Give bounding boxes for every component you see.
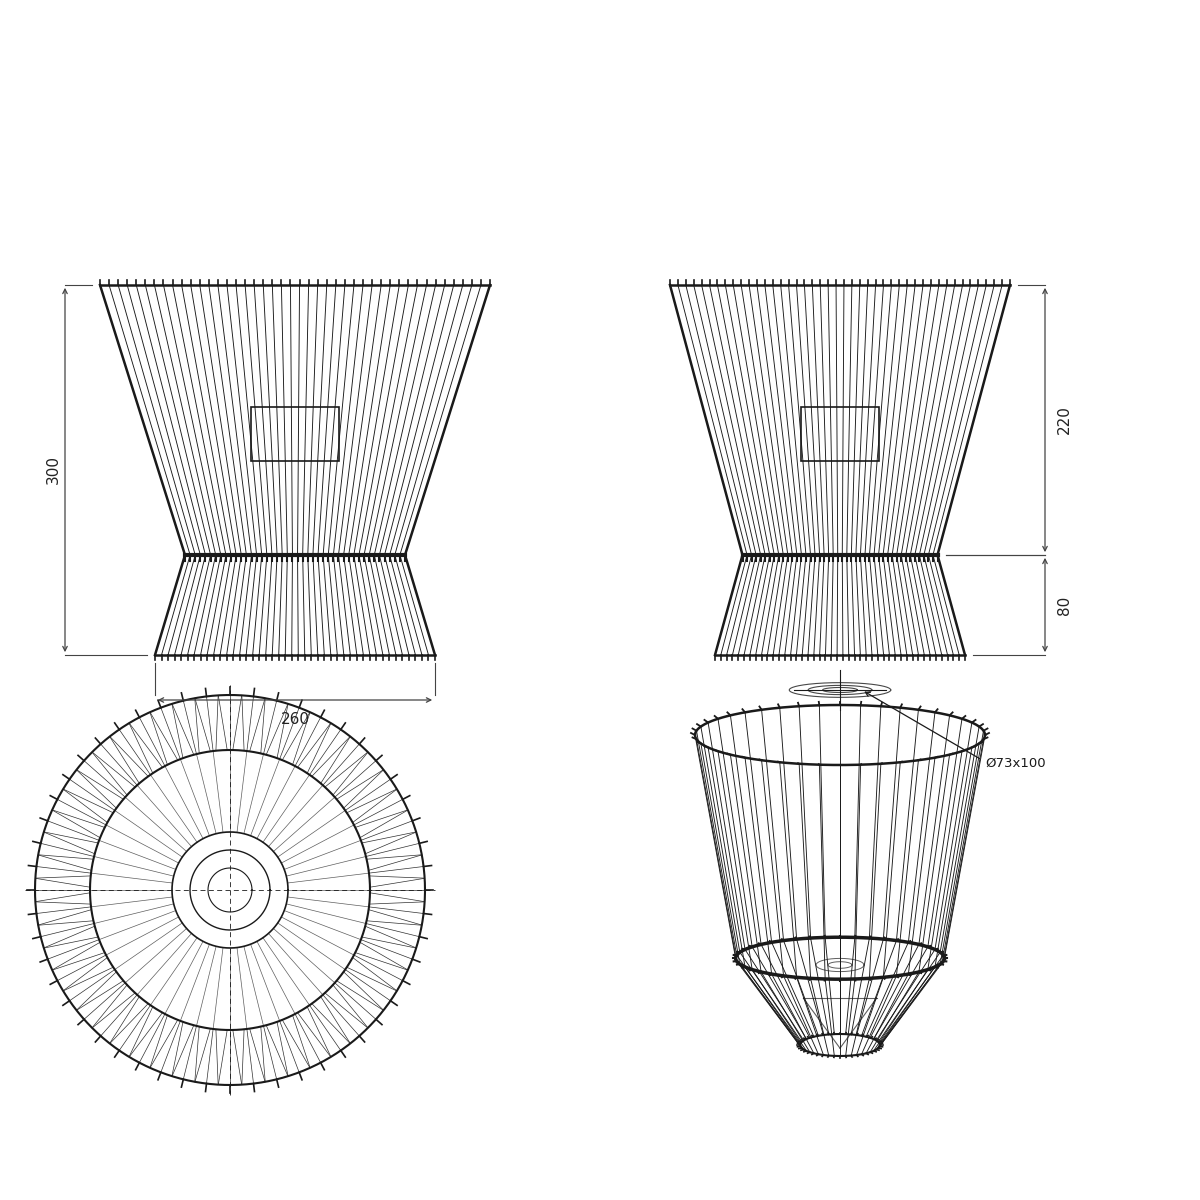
Bar <box>251 407 340 461</box>
Text: 220: 220 <box>1057 406 1072 434</box>
Bar <box>802 407 878 461</box>
Text: Ø73x100: Ø73x100 <box>985 756 1045 769</box>
Text: 300: 300 <box>46 456 60 485</box>
Text: 80: 80 <box>1057 595 1072 614</box>
Text: 260: 260 <box>281 712 310 727</box>
